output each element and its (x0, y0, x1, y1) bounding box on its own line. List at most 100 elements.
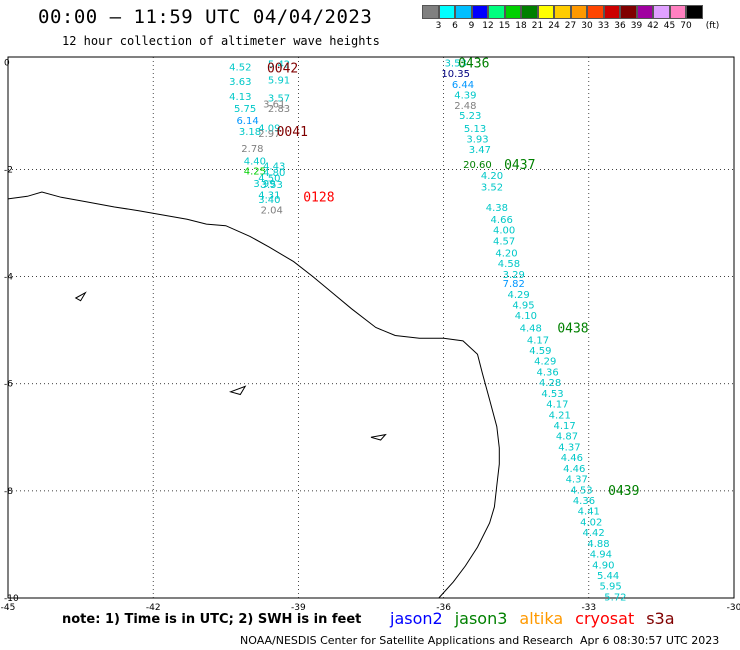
wave-height-value: 4.39 (454, 90, 476, 101)
wave-height-value: 3.29 (503, 270, 525, 281)
wave-height-value: 4.66 (491, 215, 513, 226)
color-swatch (471, 5, 488, 19)
wave-height-value: 3.52 (481, 183, 503, 194)
lat-tick-label: 0 (4, 58, 10, 68)
color-swatch (620, 5, 637, 19)
wave-height-value: 5.91 (268, 75, 290, 86)
lat-tick-label: -4 (4, 273, 13, 283)
wave-height-value: 4.41 (578, 507, 600, 518)
map-plot: -45 -42 -39 -36 -33 -30 0 -2 -4 -6 -8 -10 4.52 5.42 3.… (1, 56, 740, 610)
lon-tick-label: -30 (727, 603, 740, 610)
wave-height-value: 4.10 (515, 311, 537, 322)
wave-height-value: 3.93 (466, 134, 488, 145)
wave-height-value: 4.48 (520, 324, 542, 335)
wave-height-value: 6.44 (452, 80, 474, 91)
wave-height-value: 4.43 (263, 162, 285, 173)
color-scale-label: 18 (515, 21, 527, 31)
lat-tick-label: -6 (4, 380, 13, 390)
wave-height-value: 4.59 (529, 346, 551, 357)
wave-height-value: 4.87 (556, 432, 578, 443)
color-swatch (636, 5, 653, 19)
lon-tick-label: -45 (1, 603, 16, 610)
wave-height-value: 4.90 (592, 560, 614, 571)
color-swatch (570, 5, 587, 19)
coastline (7, 191, 500, 599)
plot-frame (7, 56, 735, 599)
pass-time-label: 0041 (277, 125, 308, 140)
wave-height-value: 4.46 (561, 453, 583, 464)
lat-tick-label: -10 (4, 594, 19, 604)
wave-height-value: 3.61 (263, 100, 285, 111)
color-scale-labels: 3 6 9 12 15 18 21 24 27 30 33 36 39 42 45 70 (ft) (422, 19, 732, 31)
color-swatch (603, 5, 620, 19)
legend-s3a: s3a (646, 609, 675, 628)
color-swatch (455, 5, 472, 19)
color-scale-label: 6 (452, 21, 458, 31)
wave-height-value: 20.60 (463, 160, 492, 171)
lon-tick-label: -39 (291, 603, 306, 610)
wave-height-value: 3.53 (261, 180, 283, 191)
wave-height-value: 4.31 (258, 191, 280, 202)
color-swatch (537, 5, 554, 19)
color-scale-label: 12 (482, 21, 494, 31)
wave-height-value: 4.50 (258, 174, 280, 185)
wave-height-value: 5.72 (604, 592, 626, 603)
lon-tick-label: -36 (436, 603, 451, 610)
color-swatch (669, 5, 686, 19)
color-scale-legend: 3 6 9 12 15 18 21 24 27 30 33 36 39 42 45 70 (ft) (422, 5, 732, 31)
wave-height-value: 3.99 (253, 179, 275, 190)
color-scale-label: 42 (647, 21, 659, 31)
lon-tick-label: -42 (146, 603, 161, 610)
wave-height-value: 5.13 (464, 124, 486, 135)
legend-cryosat: cryosat (575, 609, 635, 628)
wave-height-value: 4.58 (498, 259, 520, 270)
wave-height-value: 4.09 (258, 124, 280, 135)
wave-height-value: 4.00 (493, 225, 515, 236)
wave-height-value: 4.37 (566, 475, 588, 486)
color-swatch (521, 5, 538, 19)
page-title: 00:00 – 11:59 UTC 04/04/2023 (38, 6, 373, 28)
island (74, 291, 87, 302)
wave-height-value: 4.13 (229, 92, 251, 103)
wave-height-value: 2.83 (268, 104, 290, 115)
color-swatch (504, 5, 521, 19)
wave-height-value: 4.28 (539, 378, 561, 389)
color-scale-unit: (ft) (705, 21, 720, 31)
color-scale-label: 24 (548, 21, 560, 31)
wave-height-value: 4.36 (537, 367, 559, 378)
color-swatch (587, 5, 604, 19)
wave-height-value: 4.46 (563, 464, 585, 475)
wave-height-value: 7.82 (503, 279, 525, 290)
wave-height-value: 4.29 (534, 357, 556, 368)
wave-height-value: 3.40 (258, 195, 280, 206)
color-swatch (554, 5, 571, 19)
wave-height-value: 4.25 (244, 167, 266, 178)
credit-line: NOAA/NESDIS Center for Satellite Applica… (240, 634, 574, 647)
wave-height-value: 4.36 (573, 496, 595, 507)
legend-altika: altika (519, 609, 564, 628)
lat-tick-label: -8 (4, 487, 13, 497)
wave-height-value: 4.94 (590, 550, 612, 561)
pass-time-label: 0438 (557, 322, 588, 337)
page-subtitle: 12 hour collection of altimeter wave hei… (62, 34, 380, 48)
color-scale-label: 33 (597, 21, 610, 31)
wave-height-value: 4.53 (570, 485, 592, 496)
color-swatch (653, 5, 670, 19)
wave-height-value: 4.52 (229, 63, 251, 74)
wave-height-value: 10.35 (441, 69, 470, 80)
wave-height-value: 2.78 (241, 144, 263, 155)
footnote: note: 1) Time is in UTC; 2) SWH is in fe… (62, 612, 362, 627)
legend-jason3: jason3 (454, 609, 508, 628)
wave-height-value: 5.75 (234, 104, 256, 115)
color-swatch (686, 5, 703, 19)
wave-height-value: 3.18 (239, 127, 261, 138)
color-scale-label: 36 (614, 21, 626, 31)
wave-height-value: 4.17 (553, 421, 575, 432)
legend-jason2: jason2 (390, 609, 443, 628)
wave-height-value: 4.17 (527, 335, 549, 346)
wave-height-value: 4.02 (580, 517, 602, 528)
wave-height-value: 4.88 (587, 539, 609, 550)
wave-height-value: 3.57 (268, 94, 290, 105)
credit-timestamp: Apr 6 08:30:57 UTC 2023 (580, 634, 720, 647)
